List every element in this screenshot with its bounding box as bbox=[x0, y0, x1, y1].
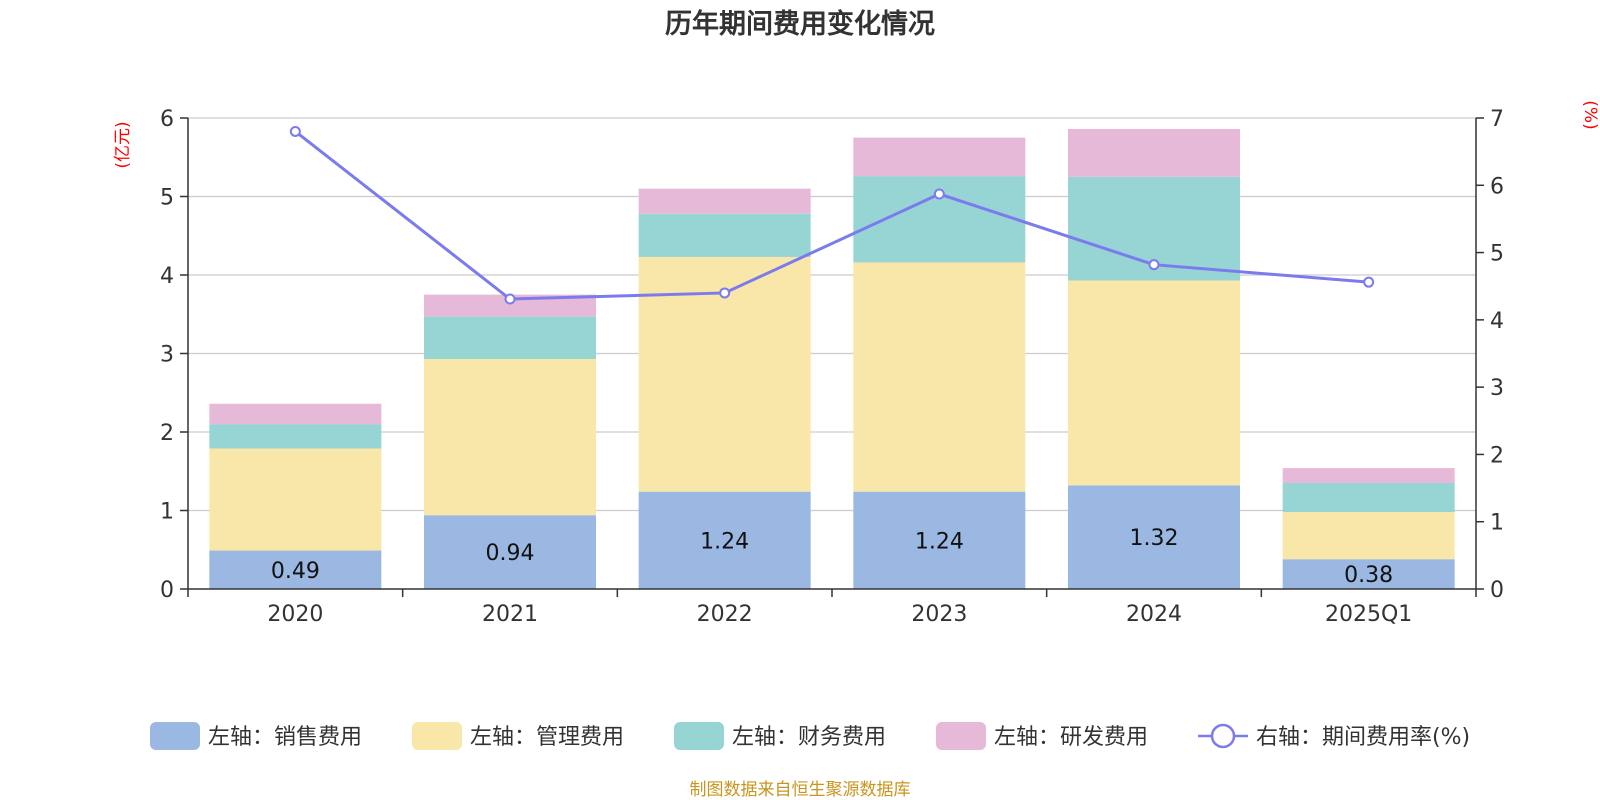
bar-segment-2-2020 bbox=[209, 448, 382, 551]
rate-point bbox=[1363, 276, 1375, 288]
right-tick-label: 2 bbox=[1490, 443, 1504, 468]
bar-segment-1-2022 bbox=[638, 491, 811, 589]
bar-value-label: 0.49 bbox=[271, 559, 320, 584]
bar-segment-4-2021 bbox=[424, 294, 596, 317]
bar-segment-4-2022 bbox=[638, 188, 811, 214]
legend-marker bbox=[1210, 723, 1236, 749]
left-tick-label: 3 bbox=[160, 343, 174, 368]
bar-value-label: 1.24 bbox=[915, 529, 964, 554]
rate-point bbox=[1148, 259, 1160, 271]
grid-lines bbox=[188, 117, 1476, 512]
right-tick-label: 5 bbox=[1490, 242, 1504, 267]
left-tick-label: 1 bbox=[160, 500, 174, 525]
legend: 左轴：销售费用 左轴：管理费用 左轴：财务费用 左轴：研发费用 右轴：期间费用率(%) bbox=[150, 722, 1470, 750]
right-tick-label: 1 bbox=[1490, 511, 1504, 536]
bar-series bbox=[209, 128, 1455, 589]
bar-segment-4-2024 bbox=[1068, 128, 1240, 177]
bar-segment-1-2020 bbox=[209, 550, 382, 589]
right-tick-label: 3 bbox=[1490, 376, 1504, 401]
bar-segment-1-2023 bbox=[853, 491, 1026, 589]
legend-label: 左轴：研发费用 bbox=[994, 725, 1148, 750]
axes: 0 1 2 3 4 5 6 0 1 2 3 4 5 6 7 2020 2021 2022 2023 2024 2025Q… bbox=[160, 107, 1504, 627]
left-tick-label: 2 bbox=[160, 421, 174, 446]
left-tick-label: 4 bbox=[160, 264, 174, 289]
rate-line-series bbox=[289, 125, 1375, 305]
bar-segment-3-2021 bbox=[424, 316, 596, 359]
x-tick-label: 2023 bbox=[911, 602, 967, 627]
bar-value-label: 1.32 bbox=[1130, 526, 1179, 551]
bar-segment-4-2020 bbox=[209, 403, 382, 425]
bar-segment-1-2021 bbox=[424, 515, 596, 589]
bar-data-labels: 0.49 0.94 1.24 1.24 1.32 0.38 bbox=[271, 526, 1393, 588]
bar-segment-2-2024 bbox=[1068, 280, 1240, 486]
bar-value-label: 1.24 bbox=[700, 529, 749, 554]
legend-label: 左轴：管理费用 bbox=[470, 725, 624, 750]
rate-point bbox=[719, 287, 731, 299]
right-tick-label: 7 bbox=[1490, 107, 1504, 132]
rate-point bbox=[933, 188, 945, 200]
bar-segment-3-2022 bbox=[638, 213, 811, 257]
rate-point bbox=[504, 293, 516, 305]
x-tick-label: 2020 bbox=[267, 602, 323, 627]
bar-value-label: 0.94 bbox=[486, 541, 535, 566]
chart-title: 历年期间费用变化情况 bbox=[665, 8, 935, 40]
x-tick-label: 2024 bbox=[1126, 602, 1182, 627]
legend-swatch bbox=[150, 722, 200, 750]
legend-swatch bbox=[936, 722, 986, 750]
legend-label: 左轴：销售费用 bbox=[208, 725, 362, 750]
bar-segment-4-2023 bbox=[853, 137, 1026, 177]
rate-line bbox=[294, 130, 1369, 301]
x-tick-label: 2022 bbox=[697, 602, 753, 627]
right-tick-label: 0 bbox=[1490, 578, 1504, 603]
source-note: 制图数据来自恒生聚源数据库 bbox=[690, 780, 911, 800]
x-tick-label: 2021 bbox=[482, 602, 538, 627]
bar-segment-2-2025Q1 bbox=[1282, 512, 1455, 560]
rate-point bbox=[289, 125, 301, 137]
right-tick-label: 6 bbox=[1490, 174, 1504, 199]
legend-swatch bbox=[412, 722, 462, 750]
x-tick-label: 2025Q1 bbox=[1325, 602, 1412, 627]
left-tick-label: 0 bbox=[160, 578, 174, 603]
legend-label: 左轴：财务费用 bbox=[732, 725, 886, 750]
right-tick-label: 4 bbox=[1490, 309, 1504, 334]
left-axis-unit: (亿元) bbox=[113, 121, 133, 168]
bar-segment-3-2020 bbox=[209, 424, 382, 449]
legend-label: 右轴：期间费用率(%) bbox=[1256, 725, 1470, 750]
bar-segment-3-2025Q1 bbox=[1282, 483, 1455, 513]
legend-swatch bbox=[674, 722, 724, 750]
bar-segment-1-2025Q1 bbox=[1282, 559, 1455, 589]
right-axis-unit: (%) bbox=[1580, 100, 1600, 129]
bar-segment-2-2021 bbox=[424, 358, 596, 516]
left-tick-label: 6 bbox=[160, 107, 174, 132]
bar-segment-2-2023 bbox=[853, 262, 1026, 492]
bar-segment-1-2024 bbox=[1068, 485, 1240, 589]
left-tick-label: 5 bbox=[160, 186, 174, 211]
bar-segment-4-2025Q1 bbox=[1282, 468, 1455, 484]
bar-value-label: 0.38 bbox=[1344, 563, 1393, 588]
